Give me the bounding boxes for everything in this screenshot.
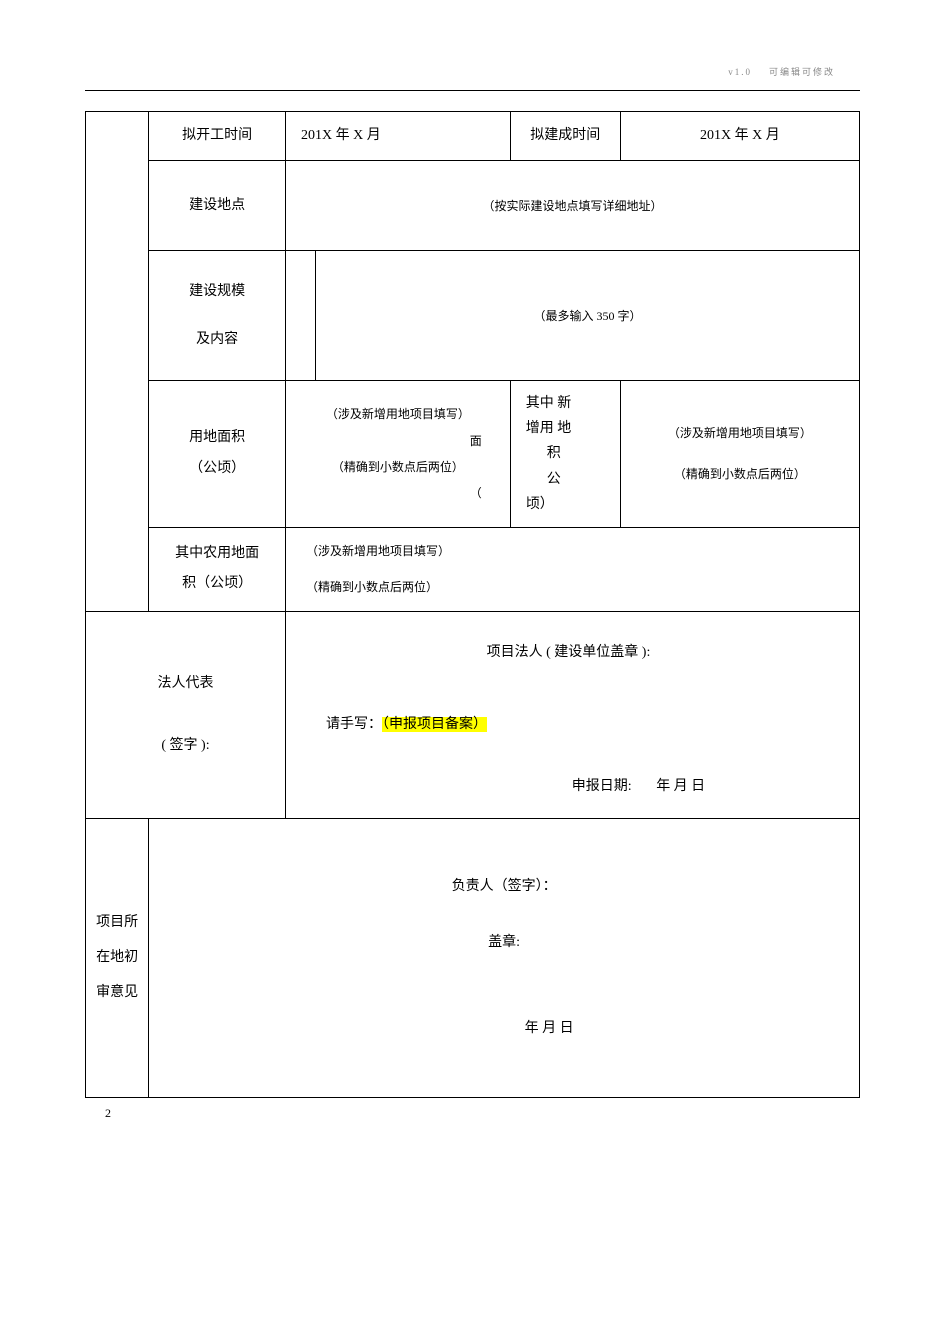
new-land-hint2: （精确到小数点后两位）: [629, 461, 851, 487]
farmland-hint-line2: （精确到小数点后两位）: [306, 574, 851, 600]
land-hint-paren: （: [294, 480, 502, 506]
legal-rep-line2: ( 签字 ):: [94, 725, 277, 767]
scale-label: 建设规模 及内容: [149, 251, 286, 381]
editable-note: 可编辑可修改: [769, 67, 835, 77]
entity-seal-label: 项目法人 ( 建设单位盖章 ):: [326, 632, 851, 674]
legal-rep-content: 项目法人 ( 建设单位盖章 ): 请手写：（申报项目备案） 申报日期: 年 月 …: [286, 611, 860, 818]
scale-spacer: [286, 251, 316, 381]
location-label: 建设地点: [149, 161, 286, 251]
spacer-left: [86, 112, 149, 612]
handwrite-highlight: （申报项目备案）: [382, 717, 487, 732]
scale-label-line1: 建设规模: [157, 278, 277, 306]
finish-time-value: 201X 年 X 月: [620, 112, 859, 161]
farmland-hint: （涉及新增用地项目填写） （精确到小数点后两位）: [286, 527, 860, 611]
review-date: 年 月 日: [169, 1001, 839, 1057]
review-label: 项目所在地初审意见: [86, 818, 149, 1097]
page-number: 2: [105, 1106, 860, 1121]
row-construction-time: 拟开工时间 201X 年 X 月 拟建成时间 201X 年 X 月: [86, 112, 860, 161]
location-hint: （按实际建设地点填写详细地址）: [286, 161, 860, 251]
form-table: 拟开工时间 201X 年 X 月 拟建成时间 201X 年 X 月 建设地点 （…: [85, 111, 860, 1098]
responsible-sign-label: 负责人（签字）：: [169, 859, 839, 915]
row-land-area: 用地面积 （公顷） （涉及新增用地项目填写） 面 （精确到小数点后两位） （ 其…: [86, 381, 860, 528]
land-hint-line1: （涉及新增用地项目填写）: [294, 401, 502, 427]
handwrite-prefix: 请手写：: [326, 717, 382, 732]
row-legal-rep: 法人代表 ( 签字 ): 项目法人 ( 建设单位盖章 ): 请手写：（申报项目备…: [86, 611, 860, 818]
farmland-label-line2: 积（公顷）: [157, 569, 277, 600]
land-area-hint: （涉及新增用地项目填写） 面 （精确到小数点后两位） （: [286, 381, 511, 528]
header-note: v1.0 可编辑可修改: [728, 65, 835, 78]
legal-rep-line1: 法人代表: [94, 663, 277, 705]
finish-time-label: 拟建成时间: [510, 112, 620, 161]
new-land-hint1: （涉及新增用地项目填写）: [629, 420, 851, 446]
row-scale: 建设规模 及内容 （最多输入 350 字）: [86, 251, 860, 381]
new-land-hint: （涉及新增用地项目填写） （精确到小数点后两位）: [620, 381, 859, 528]
land-hint-dangling: 面: [294, 428, 502, 454]
farmland-label: 其中农用地面 积（公顷）: [149, 527, 286, 611]
new-land-label: 其中 新增用 地 积 公顷）: [510, 381, 620, 528]
start-time-label: 拟开工时间: [149, 112, 286, 161]
land-hint-line2: （精确到小数点后两位）: [294, 454, 502, 480]
review-content: 负责人（签字）： 盖章: 年 月 日: [149, 818, 860, 1097]
version-text: v1.0: [728, 67, 752, 77]
farmland-label-line1: 其中农用地面: [157, 539, 277, 570]
scale-label-line2: 及内容: [157, 326, 277, 354]
row-review: 项目所在地初审意见 负责人（签字）： 盖章: 年 月 日: [86, 818, 860, 1097]
application-date: 申报日期: 年 月 日: [326, 766, 851, 808]
date-value: 年 月 日: [656, 779, 705, 794]
row-farmland: 其中农用地面 积（公顷） （涉及新增用地项目填写） （精确到小数点后两位）: [86, 527, 860, 611]
land-area-label: 用地面积 （公顷）: [149, 381, 286, 528]
legal-rep-label: 法人代表 ( 签字 ):: [86, 611, 286, 818]
scale-hint: （最多输入 350 字）: [316, 251, 860, 381]
row-location: 建设地点 （按实际建设地点填写详细地址）: [86, 161, 860, 251]
seal-label: 盖章:: [169, 915, 839, 971]
land-label-line2: （公顷）: [157, 454, 277, 485]
header-divider: [85, 90, 860, 91]
handwrite-line: 请手写：（申报项目备案）: [326, 704, 851, 746]
start-time-value: 201X 年 X 月: [286, 112, 511, 161]
date-label: 申报日期:: [572, 779, 632, 794]
farmland-hint-line1: （涉及新增用地项目填写）: [306, 538, 851, 564]
land-label-line1: 用地面积: [157, 423, 277, 454]
